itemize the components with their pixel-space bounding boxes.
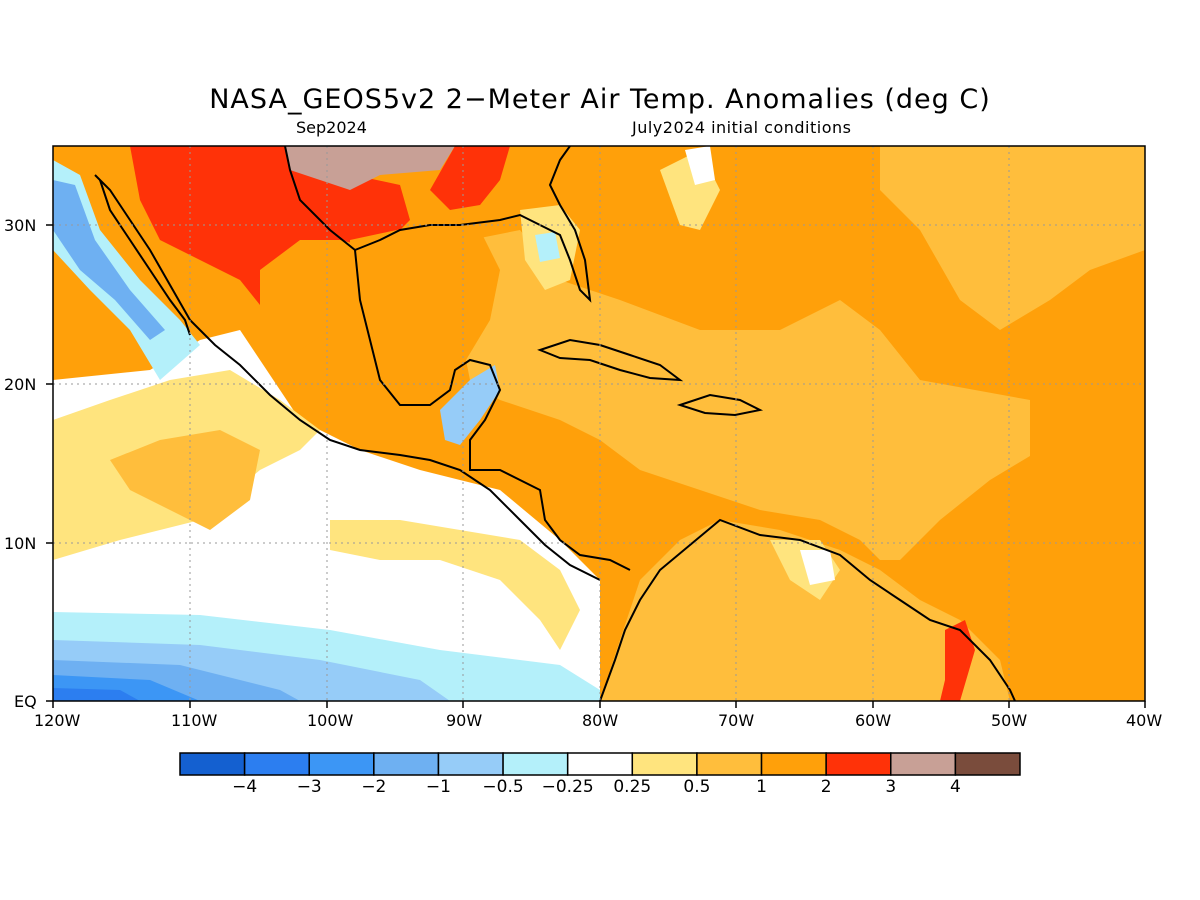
coastline-us-gulf [354,146,592,303]
caribbean-light-field [460,230,1030,560]
colorbar-swatch [631,752,698,776]
colorbar-swatch [760,752,827,776]
colorbar-tick-label: 2 [820,777,832,797]
colorbar-swatch [243,752,310,776]
colorbar-tick-label: −4 [232,777,258,797]
lat-label: 10N [4,534,37,553]
french-guiana-red [940,620,975,701]
colorbar-tick-label: −0.25 [541,777,594,797]
lon-label: 40W [1126,711,1163,730]
lon-label: 100W [307,711,354,730]
colorbar-tick-label: −0.5 [482,777,524,797]
gridlines [53,146,1145,701]
lon-label: 80W [582,711,619,730]
colorbar-tick-label: −1 [425,777,451,797]
coastline-cuba [537,338,684,382]
coastline-gulf [284,146,631,571]
chart-title: NASA_GEOS5v2 2−Meter Air Temp. Anomalies… [209,84,991,115]
florida-cool-patch [535,232,560,262]
colorbar-tick-label: 0.5 [683,777,711,797]
east-us-red-field [430,146,510,210]
colorbar-tick-label: −2 [361,777,387,797]
pacific-cool-3 [53,688,140,701]
baja-cool-coast-inner [53,180,165,340]
colorbar-swatch [825,752,892,776]
baja-cool-coast [53,160,200,380]
colorbar-swatch [179,752,246,776]
lon-label: 120W [34,711,81,730]
lon-label: 90W [446,711,483,730]
colorbar-tick-label: 3 [885,777,897,797]
lat-label: 30N [4,216,37,235]
atlantic-light-band [640,146,1145,330]
colorbar-swatch [696,752,763,776]
gulf-orange [350,225,500,380]
colorbar-swatch [373,752,440,776]
initial-conditions-label: July2024 initial conditions [632,118,852,137]
anomaly-field [53,146,1145,701]
colorbar-swatch [502,752,569,776]
coastline-south-america [599,518,1016,701]
lon-label: 70W [718,711,755,730]
pacific-orange-blob [110,430,260,530]
yucatan-cool-patch [440,365,500,445]
venezuela-white [800,550,835,585]
atlantic-white-patch [685,146,715,185]
lon-label: 110W [171,711,218,730]
map-frame [52,145,1146,702]
south-america-light [600,520,1010,701]
coastline-baja [99,179,191,336]
coastlines [94,146,1016,701]
colorbar-swatch [308,752,375,776]
colorbar-tick-label: −3 [296,777,322,797]
colorbar-swatch [890,752,957,776]
lat-label: EQ [14,692,37,711]
southern-plains-brown [285,146,455,190]
colorbar-swatch [954,752,1021,776]
colorbar-tick-label: 0.25 [613,777,652,797]
pacific-yellow-band [330,520,580,650]
lon-label: 60W [855,711,892,730]
colorbar-swatch [566,752,634,776]
colorbar-tick-label: 1 [756,777,767,797]
lon-label: 50W [991,711,1028,730]
coastline-north-america-west [94,174,601,581]
lat-label: 20N [4,375,37,394]
coastline-hispaniola [676,393,764,417]
colorbar [179,752,1021,776]
axis-ticks [46,224,1146,708]
colorbar-swatch [437,752,504,776]
valid-month-label: Sep2024 [296,118,367,137]
colorbar-tick-label: 4 [949,777,961,797]
